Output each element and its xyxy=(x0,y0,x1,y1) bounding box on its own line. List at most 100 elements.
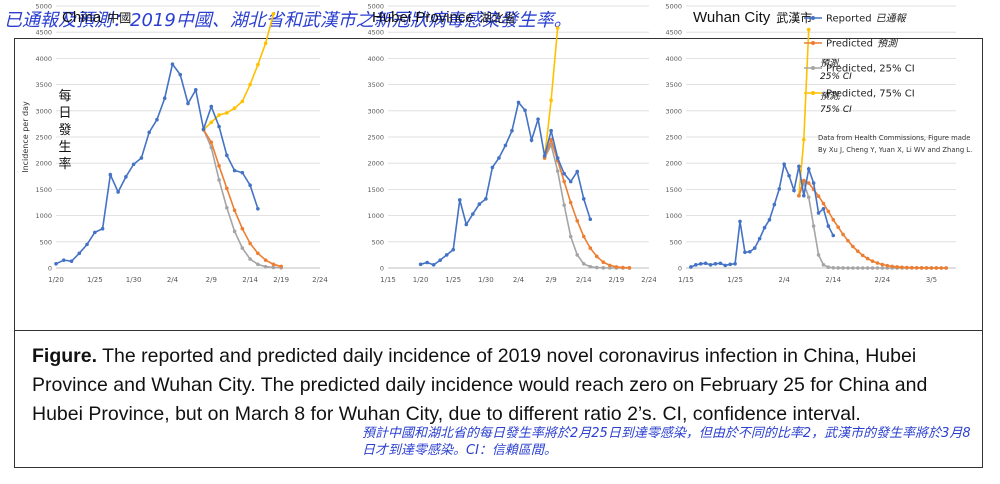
x-tick-label: 2/14 xyxy=(576,276,592,284)
data-point-predicted xyxy=(934,266,939,270)
x-tick-label: 1/25 xyxy=(87,276,103,284)
data-point-reported xyxy=(201,127,206,131)
x-tick-label: 1/30 xyxy=(126,276,142,284)
annotation-ci75-zh: 預測, xyxy=(820,91,841,102)
data-point-ci75 xyxy=(806,27,811,32)
data-point-reported xyxy=(100,226,105,231)
data-point-predicted xyxy=(944,266,948,270)
y-tick-label: 2500 xyxy=(35,134,52,142)
y-tick-label: 1000 xyxy=(367,212,384,220)
data-point-ci25 xyxy=(256,262,260,267)
chart-title: Hubei Province 湖北省 xyxy=(372,9,516,26)
data-point-ci25 xyxy=(821,263,826,267)
data-point-reported xyxy=(503,143,508,148)
y-axis-label-zh-char: 日 xyxy=(58,106,71,121)
legend-label-predicted: Predicted 預測 xyxy=(826,38,899,50)
data-point-reported xyxy=(738,219,742,224)
data-point-reported xyxy=(497,156,501,160)
data-point-predicted xyxy=(939,266,944,270)
data-point-reported xyxy=(240,170,245,175)
data-point-predicted xyxy=(821,201,826,206)
data-point-ci75 xyxy=(256,62,260,67)
data-point-reported xyxy=(816,211,821,215)
source-note-line1: Data from Health Commissions, Figure mad… xyxy=(818,134,970,142)
data-point-predicted xyxy=(549,137,553,142)
y-tick-label: 4500 xyxy=(35,29,52,37)
data-point-predicted xyxy=(865,256,870,261)
data-point-reported xyxy=(568,179,573,184)
data-point-reported xyxy=(542,154,547,158)
data-point-reported xyxy=(698,262,703,266)
data-point-predicted xyxy=(621,265,625,270)
x-tick-label: 2/24 xyxy=(312,276,328,284)
data-point-predicted xyxy=(614,265,619,269)
chart-title-zh: 湖北省 xyxy=(480,10,516,25)
figure-caption: Figure. The reported and predicted daily… xyxy=(32,342,972,429)
x-tick-label: 2/19 xyxy=(273,276,289,284)
legend-label-ci75: Predicted, 75% CI xyxy=(826,89,915,100)
data-point-reported xyxy=(131,162,136,167)
caption-divider xyxy=(14,330,983,331)
legend-marker-ci25 xyxy=(811,66,815,70)
data-point-ci25 xyxy=(860,266,865,270)
y-tick-label: 5000 xyxy=(665,3,682,11)
data-point-ci25 xyxy=(271,265,276,270)
data-point-ci25 xyxy=(595,265,599,270)
chart-china: 0 500 1000 1500 2000 2500 3000 3500 4000 4500 5000… xyxy=(21,3,328,285)
chart-hubei: 0 500 1000 1500 2000 2500 3000 3500 4000 4500 5000… xyxy=(367,3,656,285)
headline: 已通報及預測：2019中國、湖北省和武漢市之新冠狀病毒感染發生率。 xyxy=(4,10,572,31)
data-point-reported xyxy=(811,181,816,185)
data-point-predicted xyxy=(826,209,831,214)
y-axis-label: Incidence per day xyxy=(21,101,30,173)
y-tick-label: 5000 xyxy=(367,3,384,11)
data-point-ci25 xyxy=(248,257,252,261)
x-tick-label: 2/14 xyxy=(242,276,258,284)
y-tick-label: 0 xyxy=(48,265,52,273)
y-tick-label: 1000 xyxy=(35,212,52,220)
data-point-reported xyxy=(225,153,229,158)
data-point-reported xyxy=(418,262,423,267)
annotation-ci25-zh: 預測, xyxy=(820,58,841,69)
y-tick-label: 500 xyxy=(372,238,384,246)
data-point-ci75 xyxy=(232,106,237,110)
y-axis-label-zh-char: 生 xyxy=(58,140,71,155)
data-point-reported xyxy=(85,242,89,247)
x-tick-label: 2/24 xyxy=(874,276,890,284)
x-tick-label: 2/9 xyxy=(206,276,217,284)
annotation-ci75-en: 75% CI xyxy=(820,105,852,115)
data-point-predicted xyxy=(581,234,586,239)
data-point-reported xyxy=(733,262,737,266)
data-point-ci25 xyxy=(217,178,221,182)
data-point-ci25 xyxy=(856,266,860,270)
data-point-reported xyxy=(748,249,752,254)
data-point-reported xyxy=(248,183,252,188)
data-point-predicted xyxy=(263,258,268,262)
data-point-predicted xyxy=(851,244,855,249)
data-point-reported xyxy=(471,212,475,216)
data-point-reported xyxy=(431,263,436,267)
x-tick-label: 1/25 xyxy=(445,276,461,284)
data-point-ci75 xyxy=(225,111,229,115)
data-point-ci25 xyxy=(846,266,850,270)
data-point-ci25 xyxy=(806,195,811,200)
data-point-ci75 xyxy=(555,26,560,30)
data-point-reported xyxy=(170,62,175,66)
y-tick-label: 500 xyxy=(40,238,52,246)
data-point-reported xyxy=(562,171,566,176)
x-tick-label: 2/24 xyxy=(641,276,656,284)
data-point-predicted xyxy=(870,259,875,263)
data-point-ci25 xyxy=(816,253,821,257)
data-point-ci75 xyxy=(240,99,245,104)
legend-label-zh-predicted: 預測 xyxy=(877,38,899,50)
data-point-predicted xyxy=(816,194,821,199)
data-point-reported xyxy=(139,156,144,160)
data-point-reported xyxy=(490,165,495,170)
data-point-ci25 xyxy=(831,265,836,270)
data-point-predicted xyxy=(575,219,580,223)
data-point-ci75 xyxy=(802,137,806,142)
data-point-reported xyxy=(438,258,442,262)
data-point-reported xyxy=(451,247,456,252)
x-tick-label: 1/20 xyxy=(413,276,429,284)
data-point-predicted xyxy=(562,179,566,184)
data-point-reported xyxy=(713,262,718,266)
